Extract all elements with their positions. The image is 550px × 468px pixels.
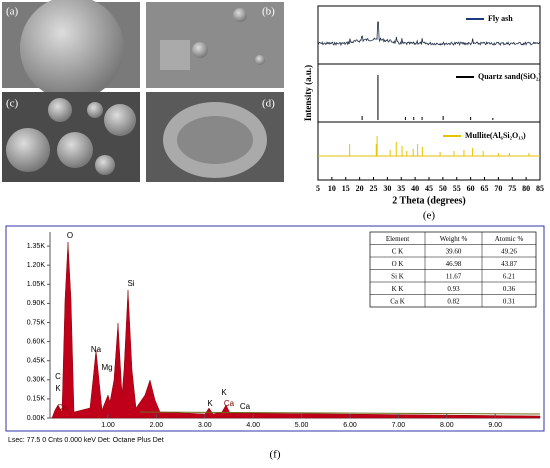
fly-ash-curve <box>317 21 541 47</box>
x-tick-label: 15 <box>342 184 350 193</box>
table-cell: K K <box>392 285 404 293</box>
x-tick-label: 45 <box>425 184 433 193</box>
x-tick-label: 7.00 <box>392 422 406 429</box>
sem-label: (c) <box>6 98 19 110</box>
peak-label: O <box>67 231 73 240</box>
x-tick-label: 5.00 <box>295 422 309 429</box>
table-cell: Weight % <box>440 235 468 243</box>
table-cell: Ca K <box>390 297 405 305</box>
table-cell: C K <box>392 247 403 255</box>
y-tick-label: 0.00K <box>27 415 46 422</box>
table-cell: Atomic % <box>495 235 524 243</box>
table-cell: 0.31 <box>503 297 516 305</box>
particle <box>160 40 190 70</box>
y-tick-label: 1.35K <box>27 243 46 250</box>
table-cell: 46.98 <box>446 260 462 268</box>
x-tick-label: 9.00 <box>488 422 502 429</box>
particle <box>177 116 253 164</box>
x-axis-label: 2 Theta (degrees) <box>392 195 466 206</box>
x-tick-label: 8.00 <box>440 422 454 429</box>
sem-label: (d) <box>262 98 275 110</box>
eds-background <box>139 411 541 415</box>
caption: (e) <box>423 210 436 222</box>
y-tick-label: 0.90K <box>27 300 46 307</box>
peak-label: Ca <box>240 402 251 411</box>
sphere <box>233 8 247 22</box>
legend-label: Mullite(Al₆Si₂O₁₃) <box>465 131 526 140</box>
x-tick-label: 2.00 <box>150 422 164 429</box>
y-tick-label: 1.20K <box>27 262 46 269</box>
peak-label: Ca <box>57 403 68 412</box>
table-cell: 0.82 <box>447 297 460 305</box>
x-tick-label: 65 <box>481 184 489 193</box>
x-tick-label: 6.00 <box>343 422 357 429</box>
y-tick-label: 0.15K <box>27 396 46 403</box>
legend-label: Fly ash <box>488 14 513 23</box>
sphere <box>255 55 265 65</box>
x-tick-label: 10 <box>328 184 336 193</box>
x-tick-label: 80 <box>522 184 530 193</box>
table-cell: 6.21 <box>503 272 516 280</box>
sem-label: (a) <box>6 6 19 18</box>
table-cell: 0.36 <box>503 285 516 293</box>
table-cell: 39.60 <box>446 247 462 255</box>
y-tick-label: 0.60K <box>27 338 46 345</box>
peak-label: Ca <box>224 399 235 408</box>
table-cell: 11.67 <box>446 272 462 280</box>
y-tick-label: 1.05K <box>27 281 46 288</box>
x-tick-label: 20 <box>356 184 364 193</box>
x-tick-label: 4.00 <box>246 422 260 429</box>
x-tick-label: 1.00 <box>101 422 115 429</box>
x-tick-label: 3.00 <box>198 422 212 429</box>
eds-table: Element Weight % Atomic % C K 39.60 49.26 O K 4… <box>369 231 537 308</box>
peak-label: Mg <box>101 363 112 372</box>
x-tick-label: 40 <box>411 184 419 193</box>
y-tick-label: 0.45K <box>27 358 46 365</box>
sphere <box>20 0 124 100</box>
y-tick-label: 0.75K <box>27 319 46 326</box>
caption: (f) <box>270 449 281 461</box>
peak-label: Si <box>127 279 134 288</box>
sphere <box>57 132 93 168</box>
table-cell: O K <box>392 260 404 268</box>
eds-frame <box>5 225 545 432</box>
sphere <box>95 155 115 175</box>
table-cell: Element <box>386 235 409 243</box>
sem-images <box>2 0 284 182</box>
peak-label: K <box>207 399 213 408</box>
table-cell: 0.93 <box>447 285 460 293</box>
peak-label: K <box>55 384 61 393</box>
x-tick-label: 85 <box>536 184 544 193</box>
footer: Lsec: 77.5 0 Cnts 0.000 keV Det: Octane … <box>8 437 164 444</box>
sphere <box>48 98 72 122</box>
legend-label: Quartz sand(SiO₂) <box>478 72 541 81</box>
peak-label: K <box>221 388 227 397</box>
peak-label: C <box>55 372 61 381</box>
table-cell: Si K <box>391 272 404 280</box>
table-cell: 49.26 <box>501 247 517 255</box>
sphere <box>6 128 50 172</box>
xrd-frame <box>317 5 541 181</box>
x-tick-label: 35 <box>397 184 405 193</box>
y-tick-label: 0.30K <box>27 377 46 384</box>
x-tick-label: 25 <box>370 184 378 193</box>
quartz-sticks <box>361 75 494 120</box>
x-tick-label: 55 <box>453 184 461 193</box>
x-tick-label: 30 <box>383 184 391 193</box>
sphere <box>87 102 103 118</box>
peak-label: Na <box>91 345 102 354</box>
x-tick-label: 5 <box>316 184 320 193</box>
x-tick-label: 60 <box>467 184 475 193</box>
x-tick-label: 75 <box>508 184 516 193</box>
sem-label: (b) <box>262 6 275 18</box>
eds-spectrum <box>51 241 541 419</box>
table-cell: 43.87 <box>501 260 517 268</box>
sphere <box>192 42 208 58</box>
sphere <box>104 104 136 136</box>
x-tick-label: 50 <box>439 184 447 193</box>
y-axis-label: Intensity (a.u.) <box>303 65 313 121</box>
x-tick-label: 70 <box>494 184 502 193</box>
